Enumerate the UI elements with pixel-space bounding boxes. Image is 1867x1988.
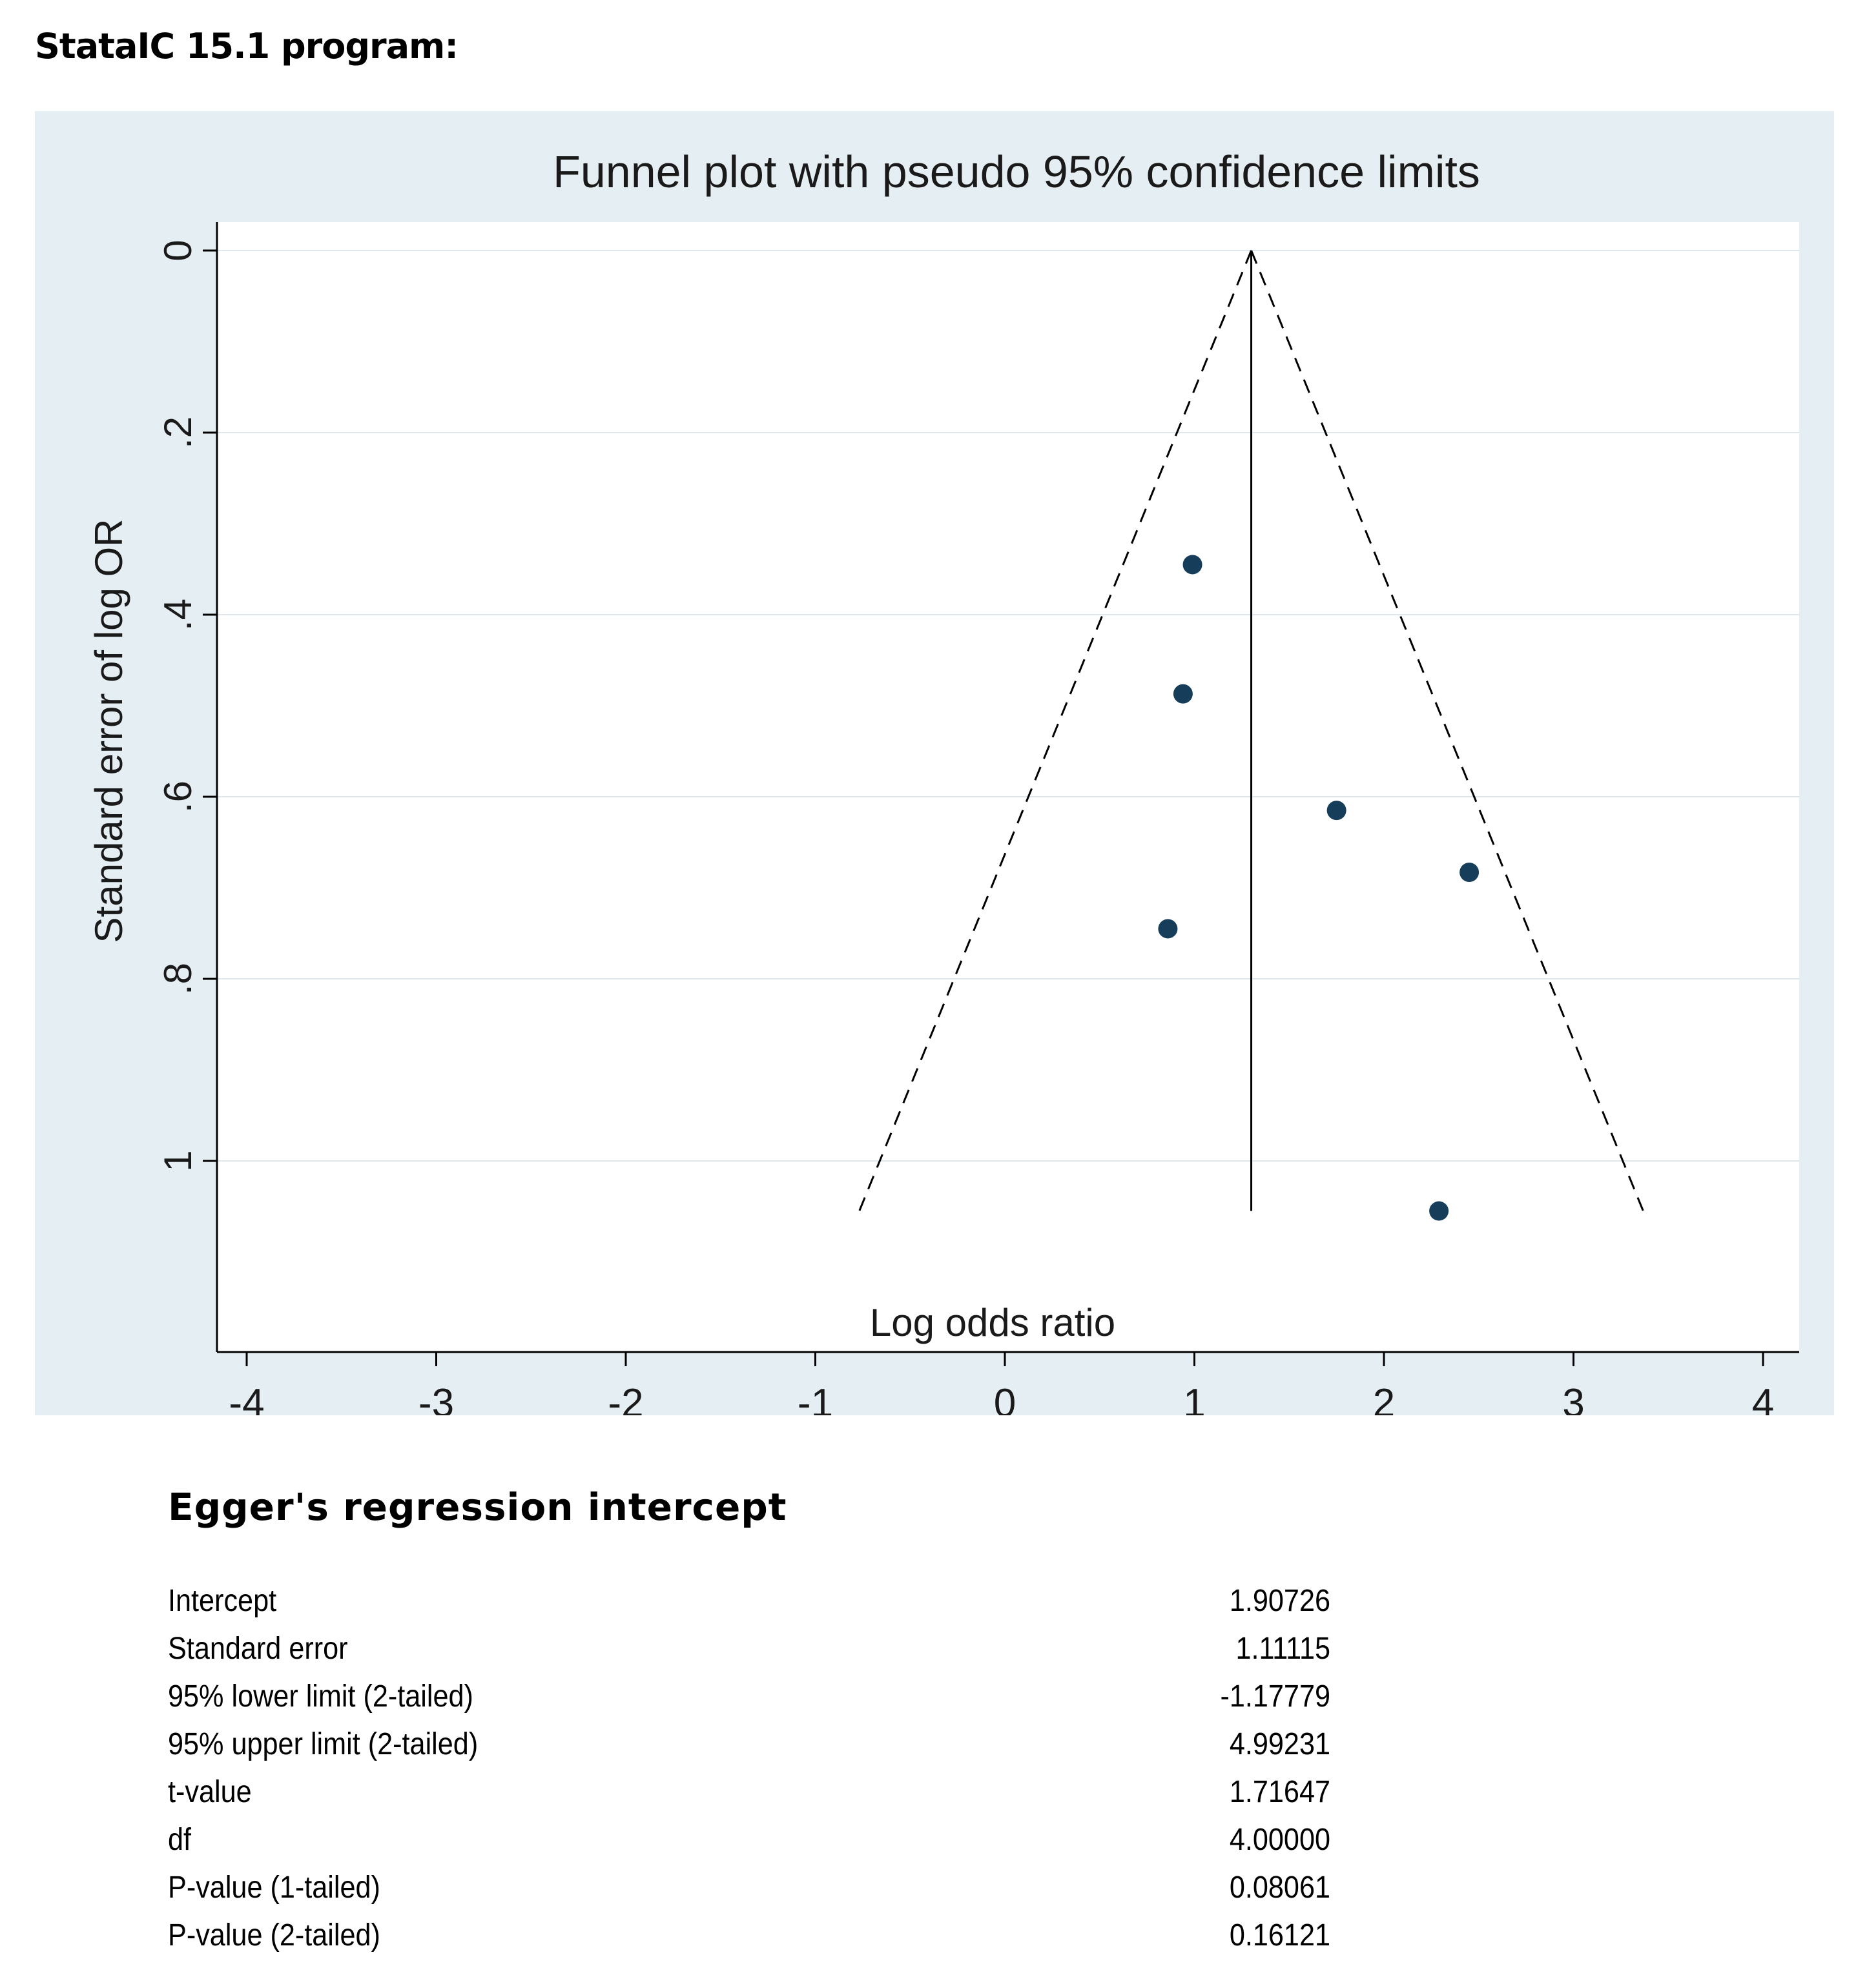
- data-point: [1173, 684, 1193, 704]
- x-tick-label: 1: [1183, 1381, 1205, 1415]
- data-point: [1460, 863, 1480, 883]
- egger-title: Egger's regression intercept: [168, 1485, 787, 1529]
- y-axis-label: Standard error of log OR: [87, 519, 130, 943]
- y-tick-label: .6: [156, 781, 200, 813]
- chart-title: Funnel plot with pseudo 95% confidence l…: [553, 147, 1480, 197]
- egger-row-label: 95% upper limit (2-tailed): [168, 1727, 479, 1761]
- egger-row-label: 95% lower limit (2-tailed): [168, 1679, 473, 1714]
- egger-row-label: P-value (2-tailed): [168, 1918, 380, 1952]
- egger-row-label: df: [168, 1823, 192, 1857]
- egger-row: Intercept 1.90726: [168, 1583, 1330, 1631]
- egger-row-label: P-value (1-tailed): [168, 1870, 380, 1905]
- x-tick-label: 0: [994, 1381, 1016, 1415]
- y-tick-label: 0: [156, 240, 200, 261]
- egger-row-value: 4.00000: [1229, 1823, 1330, 1857]
- x-tick-label: -3: [418, 1381, 454, 1415]
- egger-row-value: -1.17779: [1220, 1679, 1330, 1714]
- data-point: [1326, 801, 1346, 821]
- y-tick-label: .4: [156, 599, 200, 631]
- data-point: [1158, 919, 1178, 939]
- x-tick-label: 2: [1373, 1381, 1395, 1415]
- egger-row-value: 4.99231: [1229, 1727, 1330, 1761]
- egger-row-value: 0.16121: [1229, 1918, 1330, 1952]
- funnel-plot: Funnel plot with pseudo 95% confidence l…: [87, 147, 1799, 1415]
- data-points: [1158, 555, 1480, 1221]
- egger-row-value: 0.08061: [1229, 1870, 1330, 1905]
- egger-row: P-value (2-tailed) 0.16121: [168, 1918, 1330, 1965]
- y-tick-label: 1: [156, 1150, 200, 1171]
- program-title: StataIC 15.1 program:: [35, 26, 459, 67]
- x-tick-label: -1: [798, 1381, 833, 1415]
- egger-table: Intercept 1.90726 Standard error 1.11115 95%…: [168, 1583, 1330, 1965]
- data-point: [1429, 1201, 1449, 1221]
- egger-row: df 4.00000: [168, 1822, 1330, 1870]
- y-tick-label: .8: [156, 963, 200, 995]
- egger-row: 95% upper limit (2-tailed) 4.99231: [168, 1727, 1330, 1774]
- x-tick-label: -4: [229, 1381, 264, 1415]
- upper-confidence-limit: [1250, 250, 1644, 1212]
- egger-row-value: 1.71647: [1229, 1775, 1330, 1809]
- lower-confidence-limit: [858, 250, 1252, 1212]
- egger-row-value: 1.11115: [1235, 1632, 1330, 1666]
- plot-area: [217, 222, 1799, 1352]
- egger-row: t-value 1.71647: [168, 1774, 1330, 1822]
- x-axis: -4 -3 -2 -1 0 1 2 3 4: [217, 1351, 1799, 1415]
- egger-row: Standard error 1.11115: [168, 1631, 1330, 1679]
- egger-row-label: t-value: [168, 1775, 252, 1809]
- plot-panel: Funnel plot with pseudo 95% confidence l…: [35, 111, 1834, 1415]
- egger-row-label: Intercept: [168, 1584, 277, 1618]
- x-axis-label: Log odds ratio: [870, 1301, 1115, 1344]
- x-tick-label: -2: [608, 1381, 643, 1415]
- data-point: [1182, 555, 1202, 575]
- egger-row: 95% lower limit (2-tailed) -1.17779: [168, 1679, 1330, 1727]
- y-axis: 0 .2 .4 .6 .8 1: [156, 222, 218, 1352]
- egger-row-value: 1.90726: [1229, 1584, 1330, 1618]
- grid-lines: [217, 250, 1799, 1162]
- funnel-lines: [858, 250, 1644, 1212]
- x-tick-label: 3: [1562, 1381, 1584, 1415]
- egger-row: P-value (1-tailed) 0.08061: [168, 1870, 1330, 1918]
- x-tick-label: 4: [1752, 1381, 1774, 1415]
- y-tick-label: .2: [156, 416, 200, 449]
- egger-row-label: Standard error: [168, 1632, 348, 1666]
